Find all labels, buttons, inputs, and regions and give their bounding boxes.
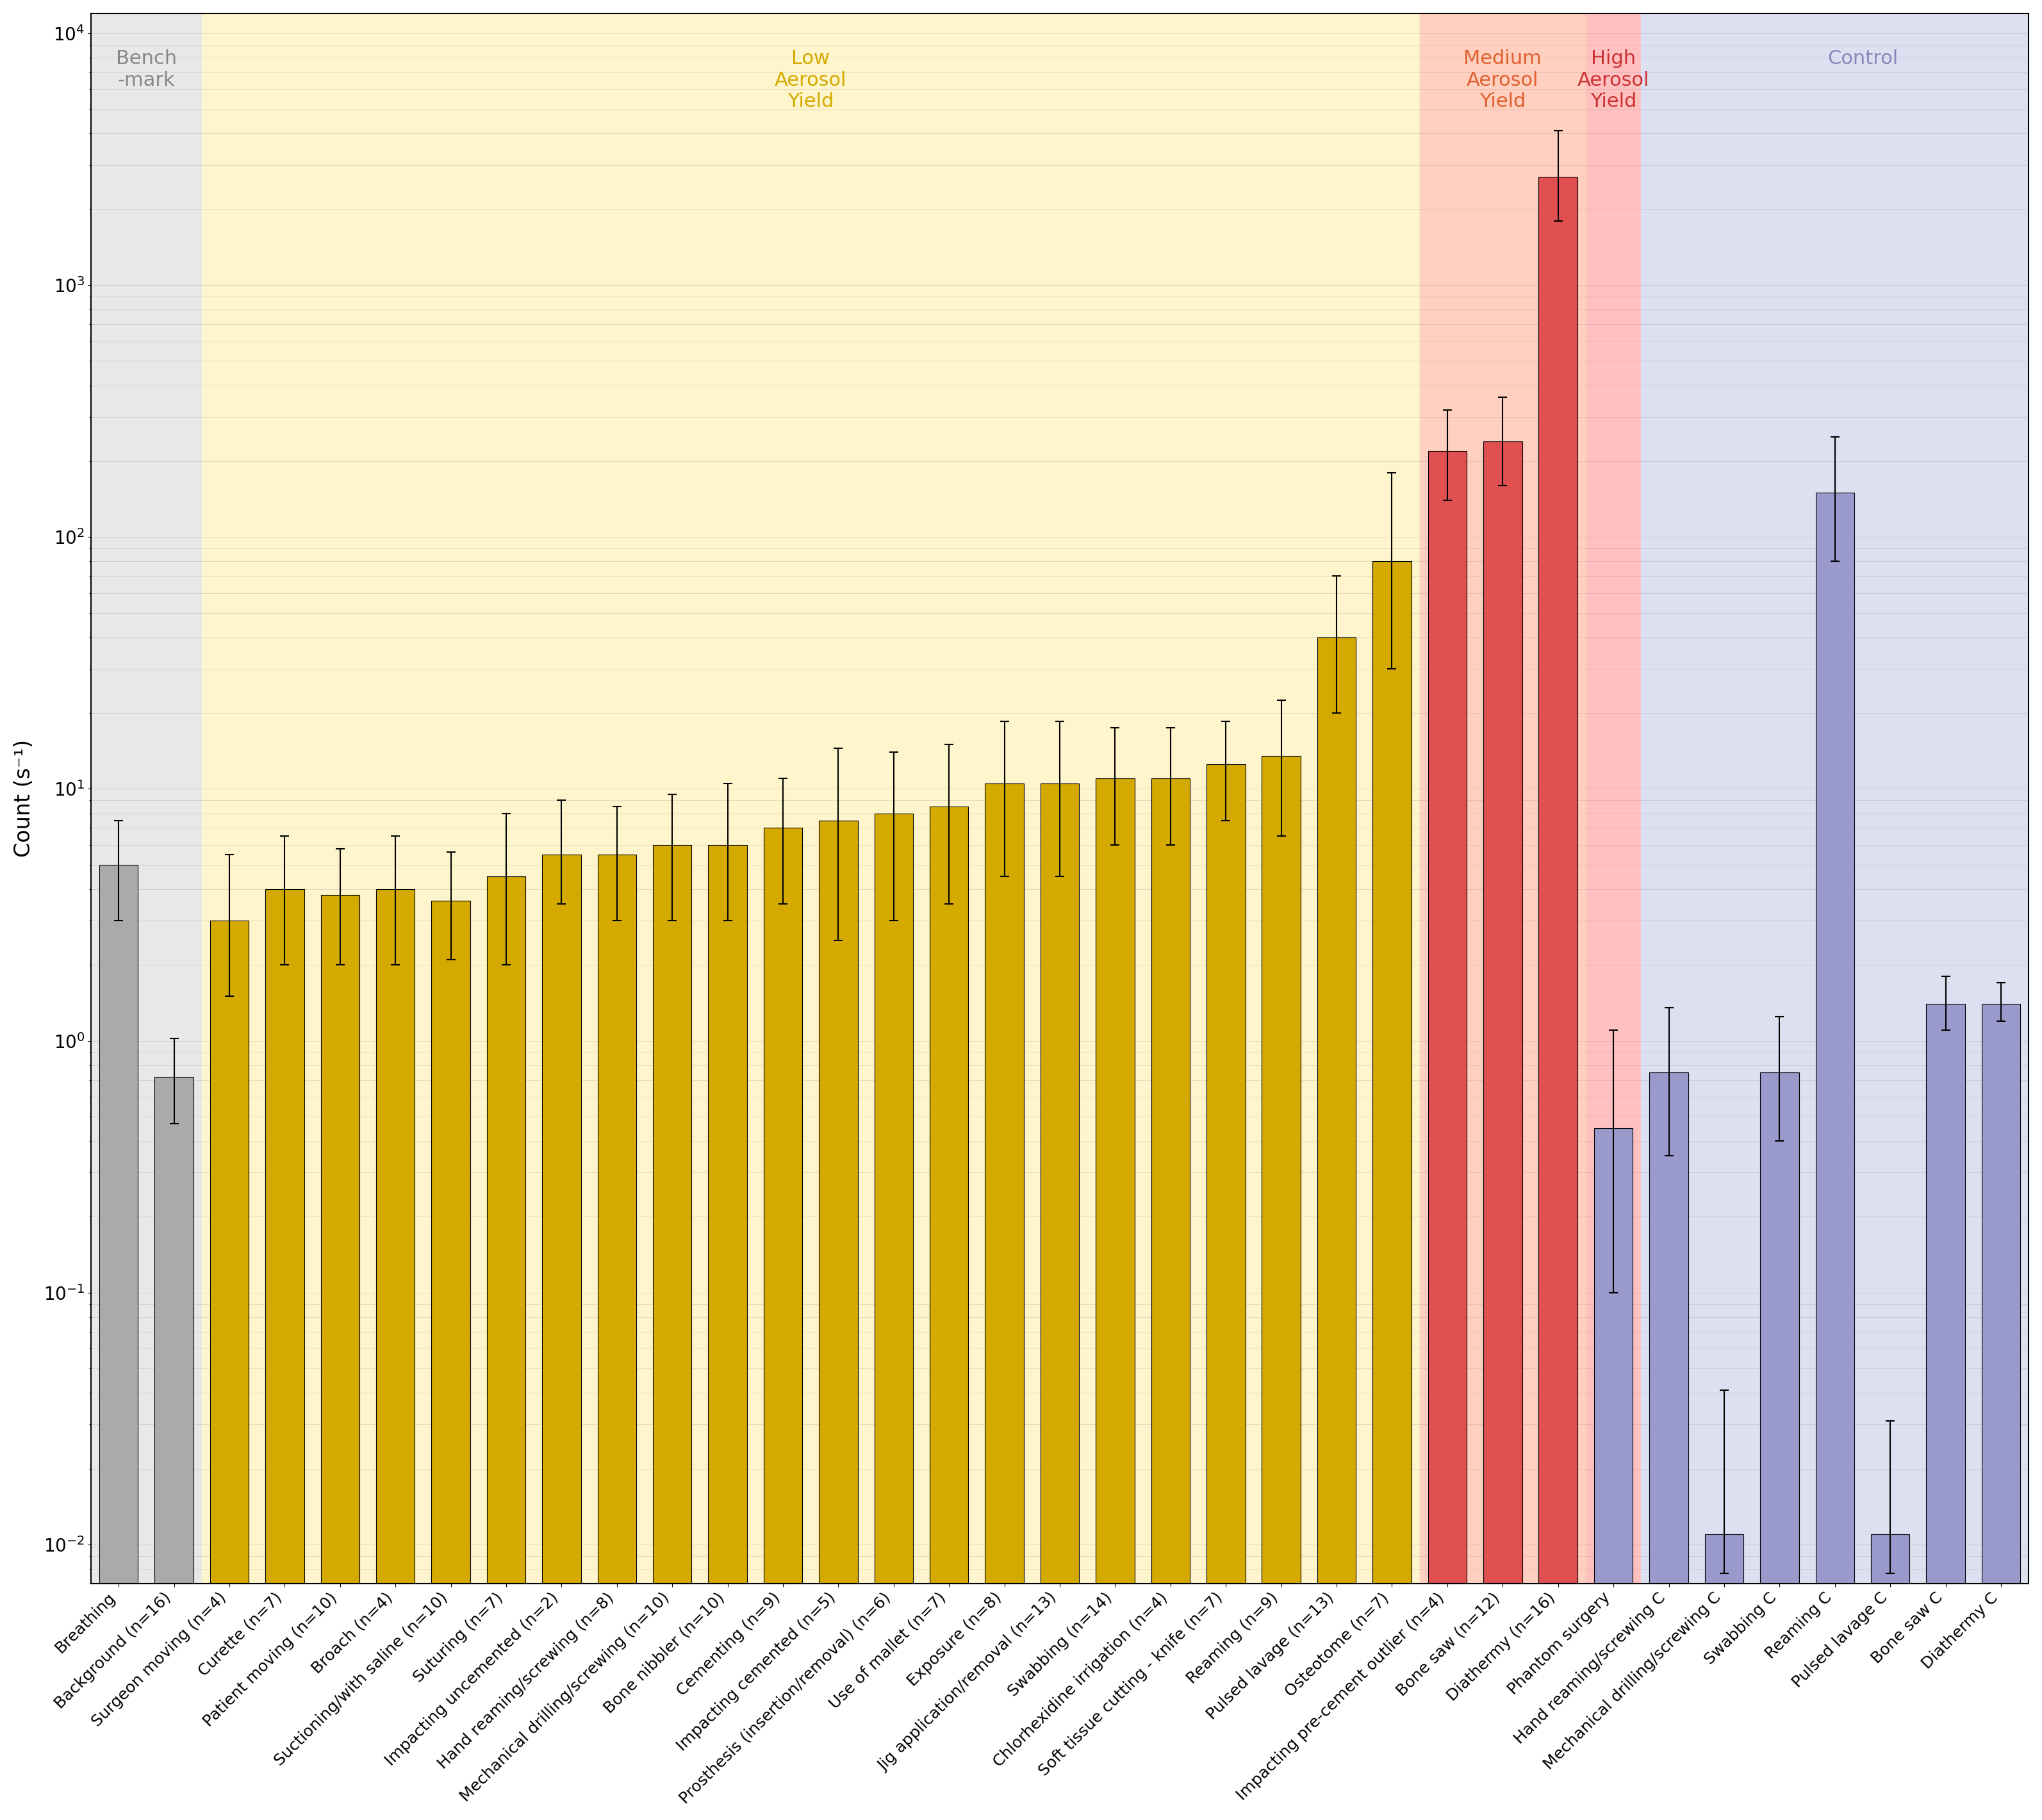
Bar xyxy=(653,844,692,1820)
Bar xyxy=(1650,1072,1689,1820)
Bar xyxy=(202,13,1419,1583)
Bar xyxy=(431,901,470,1820)
Bar xyxy=(1427,451,1466,1820)
Bar xyxy=(1372,561,1411,1820)
Bar xyxy=(1262,755,1301,1820)
Bar xyxy=(984,784,1023,1820)
Bar xyxy=(1705,1534,1744,1820)
Bar xyxy=(486,875,525,1820)
Text: Control: Control xyxy=(1828,49,1897,67)
Bar xyxy=(1595,1128,1634,1820)
Y-axis label: Count (s⁻¹): Count (s⁻¹) xyxy=(14,739,35,857)
Bar xyxy=(321,895,359,1820)
Bar xyxy=(874,814,913,1820)
Bar xyxy=(92,13,202,1583)
Bar xyxy=(1419,13,1587,1583)
Bar xyxy=(709,844,747,1820)
Text: Low
Aerosol
Yield: Low Aerosol Yield xyxy=(774,49,847,111)
Bar xyxy=(1926,1005,1964,1820)
Bar xyxy=(1815,493,1854,1820)
Bar xyxy=(1152,779,1190,1820)
Text: Medium
Aerosol
Yield: Medium Aerosol Yield xyxy=(1464,49,1542,111)
Bar xyxy=(764,828,803,1820)
Bar xyxy=(155,1077,194,1820)
Bar xyxy=(1482,440,1521,1820)
Bar xyxy=(265,890,304,1820)
Bar xyxy=(100,864,139,1820)
Bar xyxy=(1870,1534,1909,1820)
Bar xyxy=(1587,13,1642,1583)
Bar xyxy=(1540,177,1576,1820)
Bar xyxy=(1317,637,1356,1820)
Bar xyxy=(210,921,249,1820)
Bar xyxy=(1760,1072,1799,1820)
Bar xyxy=(543,854,580,1820)
Text: Bench
-mark: Bench -mark xyxy=(116,49,178,89)
Bar xyxy=(1981,1005,2020,1820)
Bar xyxy=(1642,13,2042,1583)
Bar xyxy=(376,890,415,1820)
Bar xyxy=(598,854,637,1820)
Bar xyxy=(1041,784,1078,1820)
Bar xyxy=(1097,779,1135,1820)
Bar xyxy=(1207,764,1246,1820)
Bar xyxy=(819,821,858,1820)
Text: High
Aerosol
Yield: High Aerosol Yield xyxy=(1576,49,1650,111)
Bar xyxy=(929,806,968,1820)
